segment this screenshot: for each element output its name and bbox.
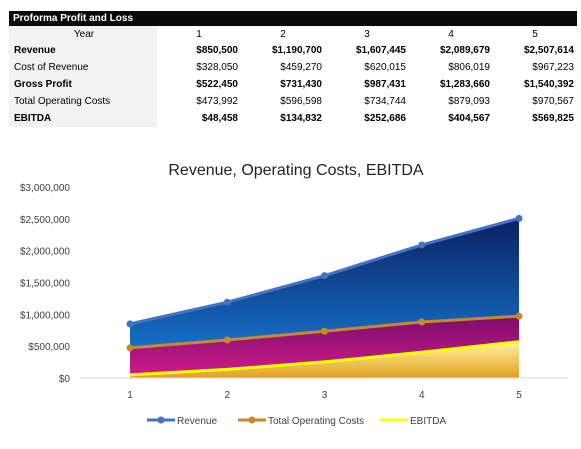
row-label: Cost of Revenue <box>9 59 157 76</box>
revenue-point <box>126 320 134 328</box>
x-tick-label: 5 <box>516 390 522 401</box>
operating-costs-area <box>130 316 519 375</box>
series-lines <box>126 214 523 377</box>
series-areas <box>130 218 519 378</box>
legend-label-revenue: Revenue <box>177 416 217 427</box>
value-cell: $850,500 <box>196 45 238 56</box>
revenue-point <box>515 214 523 222</box>
legend: Revenue Total Operating Costs EBITDA <box>147 416 446 427</box>
year-header-row: Year 1 2 3 4 5 <box>9 26 577 42</box>
row-label: Revenue <box>9 42 157 59</box>
y-tick-label: $2,500,000 <box>20 215 70 226</box>
value-cell: $48,458 <box>201 113 238 124</box>
chart-area: Revenue, Operating Costs, EBITDA $0 $500,… <box>0 140 581 449</box>
pl-sheet: Proforma Profit and Loss Year 1 2 3 4 5 Revenu… <box>9 11 577 127</box>
table-row: Revenue $850,500 $1,190,700 $1,607,445 $2,08… <box>9 42 577 59</box>
revenue-point <box>418 241 426 249</box>
x-tick-label: 3 <box>322 390 328 401</box>
value-cell: $806,019 <box>448 62 490 73</box>
total-operating-costs-point <box>321 327 328 335</box>
value-cell: $731,430 <box>280 79 322 90</box>
value-cell: $970,567 <box>532 96 574 107</box>
table-row: Cost of Revenue $328,050 $459,270 $620,015 $… <box>9 59 577 76</box>
legend-label-total-operating-costs: Total Operating Costs <box>268 416 364 427</box>
y-tick-label: $3,000,000 <box>20 183 70 194</box>
value-cell: $987,431 <box>364 79 406 90</box>
row-label: Total Operating Costs <box>9 93 157 110</box>
x-axis: 1 2 3 4 5 <box>80 377 568 401</box>
year-header-label: Year <box>9 26 157 42</box>
legend-marker-revenue <box>157 416 165 424</box>
table-title: Proforma Profit and Loss <box>9 11 577 26</box>
value-cell: $2,507,614 <box>523 45 574 56</box>
ebitda-line <box>129 340 520 377</box>
revenue-point <box>321 272 328 280</box>
x-tick-label: 4 <box>419 390 425 401</box>
year-header-cell: 5 <box>532 28 538 40</box>
value-cell: $734,744 <box>364 96 406 107</box>
y-tick-label: $0 <box>59 374 71 385</box>
total-operating-costs-point <box>223 336 231 344</box>
total-operating-costs-point <box>418 318 426 326</box>
row-label: Gross Profit <box>9 76 157 93</box>
table-row: Total Operating Costs $473,992 $596,598 $73… <box>9 93 577 110</box>
y-tick-label: $2,000,000 <box>20 247 70 258</box>
value-cell: $620,015 <box>364 62 406 73</box>
row-label: EBITDA <box>9 110 157 127</box>
value-cell: $404,567 <box>448 113 490 124</box>
value-cell: $134,832 <box>280 113 322 124</box>
revenue-area <box>130 218 519 348</box>
total-operating-costs-point <box>515 312 523 320</box>
x-tick-label: 1 <box>127 390 133 401</box>
value-cell: $522,450 <box>196 79 238 90</box>
revenue-point <box>223 298 231 306</box>
area-chart: Revenue, Operating Costs, EBITDA $0 $500,… <box>20 162 568 427</box>
value-cell: $1,283,660 <box>439 79 490 90</box>
table-row: Gross Profit $522,450 $731,430 $987,431 $1,2… <box>9 76 577 93</box>
legend-label-ebitda: EBITDA <box>410 416 446 427</box>
value-cell: $473,992 <box>196 96 238 107</box>
y-tick-label: $1,500,000 <box>20 279 70 290</box>
year-header-cell: 2 <box>280 28 286 40</box>
year-header-cell: 3 <box>364 28 370 40</box>
value-cell: $459,270 <box>280 62 322 73</box>
value-cell: $1,607,445 <box>355 45 406 56</box>
y-tick-label: $1,000,000 <box>20 310 70 321</box>
pl-table: Year 1 2 3 4 5 Revenue $850,500 $1,190,700 $1,607… <box>9 26 577 127</box>
legend-marker-total-operating-costs <box>248 416 256 424</box>
chart-title: Revenue, Operating Costs, EBITDA <box>168 162 424 179</box>
value-cell: $569,825 <box>532 113 574 124</box>
value-cell: $252,686 <box>364 113 406 124</box>
value-cell: $967,223 <box>532 62 574 73</box>
value-cell: $596,598 <box>280 96 322 107</box>
total-operating-costs-point <box>126 344 134 352</box>
x-tick-label: 2 <box>224 390 230 401</box>
value-cell: $1,190,700 <box>271 45 322 56</box>
value-cell: $328,050 <box>196 62 238 73</box>
ebitda-area <box>130 341 519 378</box>
value-cell: $2,089,679 <box>439 45 490 56</box>
value-cell: $1,540,392 <box>523 79 574 90</box>
year-header-cell: 4 <box>448 28 454 40</box>
y-axis-labels: $0 $500,000 $1,000,000 $1,500,000 $2,000,000… <box>20 183 70 385</box>
table-row: EBITDA $48,458 $134,832 $252,686 $404,567 $56… <box>9 110 577 127</box>
year-header-cell: 1 <box>196 28 202 40</box>
value-cell: $879,093 <box>448 96 490 107</box>
y-tick-label: $500,000 <box>28 342 70 353</box>
